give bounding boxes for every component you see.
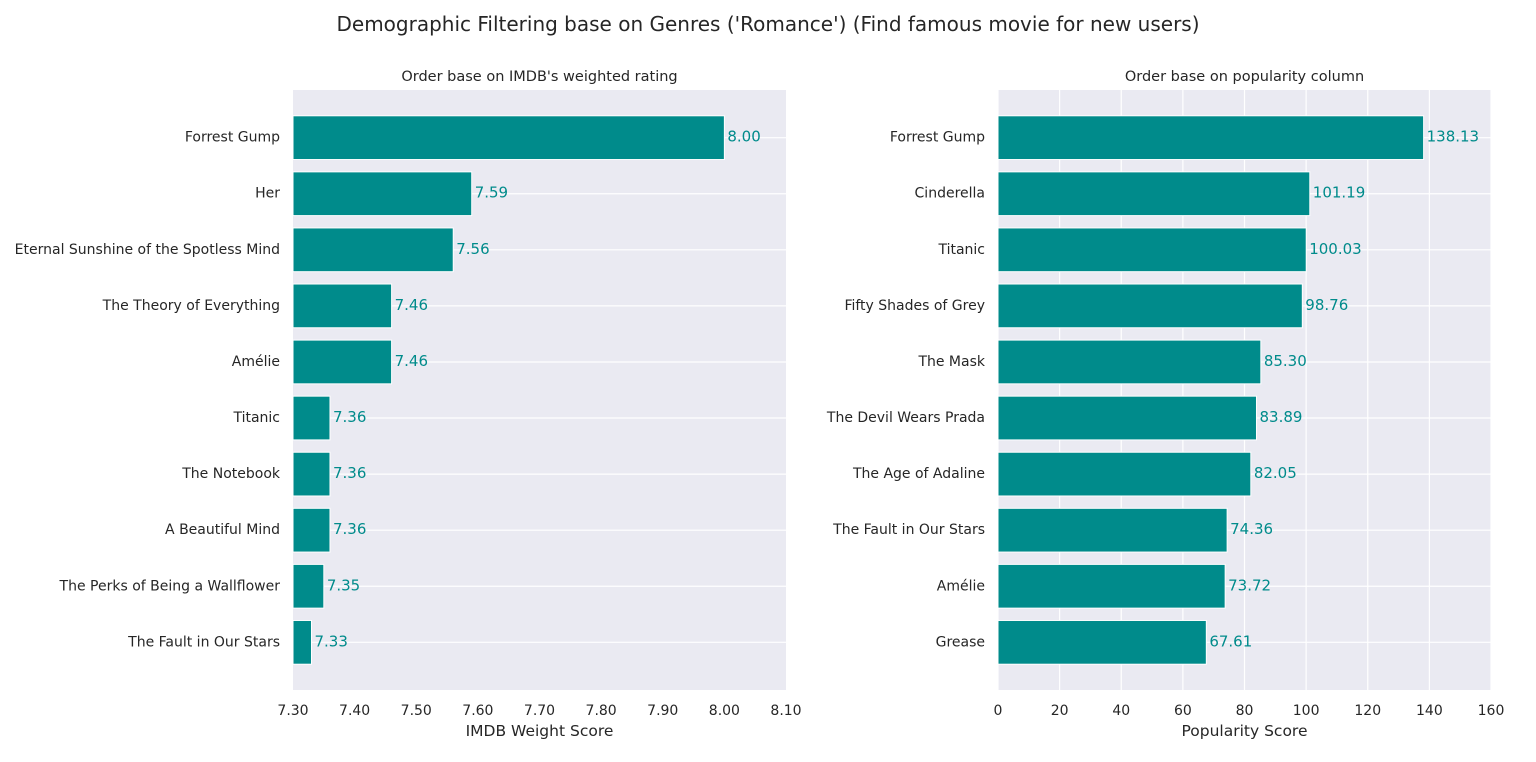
value-label: 7.56 <box>456 240 489 258</box>
bar <box>997 395 1257 441</box>
x-tick-label: 8.00 <box>709 703 740 719</box>
category-label: Amélie <box>937 578 985 594</box>
category-label: The Fault in Our Stars <box>832 522 985 538</box>
x-tick-label: 0 <box>994 703 1003 719</box>
category-label: The Notebook <box>181 466 281 482</box>
x-tick-label: 140 <box>1416 703 1443 719</box>
x-tick-label: 60 <box>1174 703 1192 719</box>
category-label: Grease <box>936 634 985 650</box>
bar <box>997 563 1226 609</box>
category-label: The Devil Wears Prada <box>826 410 985 426</box>
value-label: 7.46 <box>395 352 428 370</box>
value-label: 7.46 <box>395 296 428 314</box>
x-axis-label: Popularity Score <box>1181 722 1307 740</box>
value-label: 82.05 <box>1254 464 1297 482</box>
category-label: Titanic <box>937 242 985 258</box>
x-tick-label: 80 <box>1236 703 1254 719</box>
x-tick-label: 7.50 <box>401 703 432 719</box>
bar <box>997 283 1303 329</box>
value-label: 7.36 <box>333 520 366 538</box>
category-label: The Theory of Everything <box>102 298 280 314</box>
x-tick-label: 40 <box>1112 703 1130 719</box>
x-tick-label: 7.40 <box>339 703 370 719</box>
x-tick-label: 7.60 <box>462 703 493 719</box>
x-tick-label: 7.90 <box>647 703 678 719</box>
value-label: 7.36 <box>333 464 366 482</box>
bar <box>997 171 1311 217</box>
category-label: Forrest Gump <box>185 130 280 146</box>
bar <box>292 171 473 217</box>
category-label: Forrest Gump <box>890 130 985 146</box>
category-label: The Perks of Being a Wallflower <box>59 578 281 594</box>
chart-panel-imdb: Forrest Gump 8.00 Her 7.59 Eternal Sunshine … <box>15 69 802 740</box>
chart-title: Order base on IMDB's weighted rating <box>401 69 677 85</box>
value-label: 73.72 <box>1228 576 1271 594</box>
category-label: The Fault in Our Stars <box>127 634 280 650</box>
value-label: 100.03 <box>1309 240 1362 258</box>
value-label: 7.59 <box>475 184 508 202</box>
value-label: 101.19 <box>1313 184 1366 202</box>
chart-panel-popularity: Forrest Gump 138.13 Cinderella 101.19 Titani… <box>826 69 1504 740</box>
value-label: 67.61 <box>1209 632 1252 650</box>
bar <box>997 115 1425 161</box>
category-label: Titanic <box>232 410 280 426</box>
x-tick-label: 160 <box>1478 703 1505 719</box>
bar <box>292 395 331 441</box>
x-tick-label: 7.70 <box>524 703 555 719</box>
category-label: The Mask <box>917 354 985 370</box>
bar <box>292 507 331 553</box>
bar <box>997 619 1207 665</box>
x-tick-label: 8.10 <box>770 703 801 719</box>
bar <box>292 339 393 385</box>
figure-title: Demographic Filtering base on Genres ('R… <box>336 12 1199 36</box>
x-axis-label: IMDB Weight Score <box>466 722 614 740</box>
bar <box>292 115 725 161</box>
bar <box>997 339 1262 385</box>
value-label: 8.00 <box>727 128 760 146</box>
category-label: Cinderella <box>915 186 985 202</box>
value-label: 7.35 <box>327 576 360 594</box>
x-tick-label: 120 <box>1354 703 1381 719</box>
x-tick-label: 20 <box>1051 703 1069 719</box>
chart-title: Order base on popularity column <box>1125 69 1364 85</box>
category-label: A Beautiful Mind <box>165 522 280 538</box>
bar <box>292 227 454 273</box>
category-label: The Age of Adaline <box>852 466 985 482</box>
category-label: Amélie <box>232 354 280 370</box>
x-tick-label: 7.30 <box>277 703 308 719</box>
x-tick-label: 100 <box>1293 703 1320 719</box>
value-label: 74.36 <box>1230 520 1273 538</box>
x-tick-label: 7.80 <box>586 703 617 719</box>
bar <box>997 227 1307 273</box>
category-label: Fifty Shades of Grey <box>844 298 985 314</box>
bar <box>292 563 325 609</box>
value-label: 7.33 <box>314 632 347 650</box>
bar <box>292 619 312 665</box>
value-label: 83.89 <box>1259 408 1302 426</box>
value-label: 85.30 <box>1264 352 1307 370</box>
value-label: 7.36 <box>333 408 366 426</box>
bar <box>292 283 393 329</box>
category-label: Her <box>255 186 280 202</box>
value-label: 98.76 <box>1305 296 1348 314</box>
category-label: Eternal Sunshine of the Spotless Mind <box>15 242 280 258</box>
bar <box>292 451 331 497</box>
bar <box>997 451 1252 497</box>
value-label: 138.13 <box>1427 128 1480 146</box>
bar <box>997 507 1228 553</box>
